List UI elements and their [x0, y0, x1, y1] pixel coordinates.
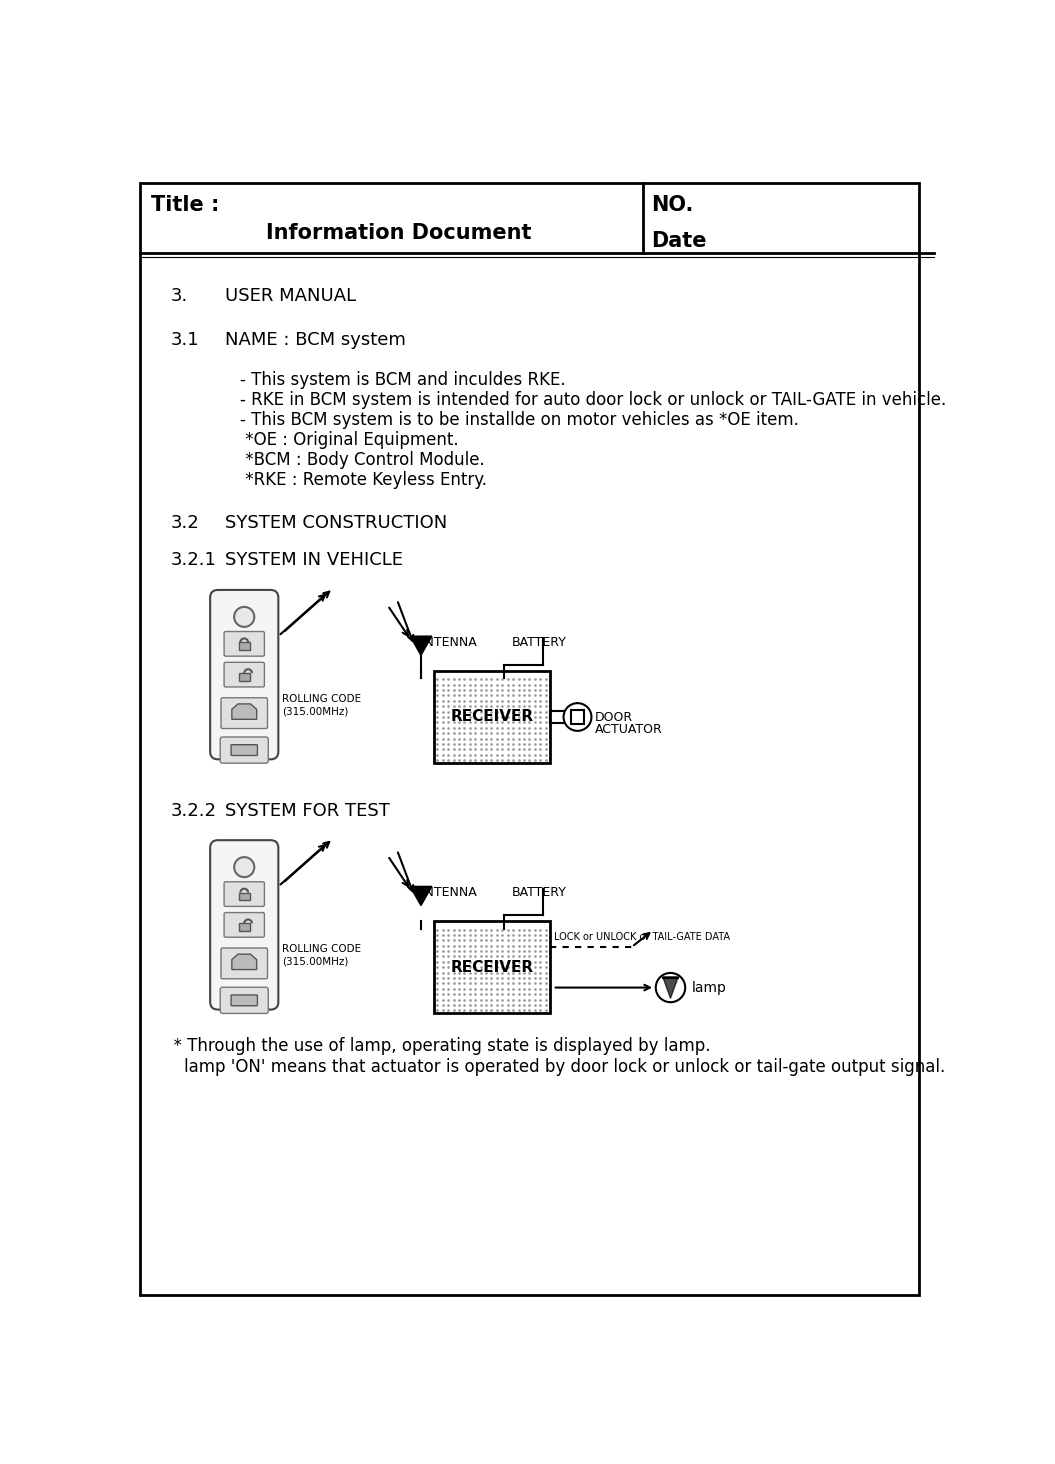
Text: (315.00MHz): (315.00MHz) — [283, 706, 348, 716]
Text: (315.00MHz): (315.00MHz) — [283, 956, 348, 966]
Text: *OE : Original Equipment.: *OE : Original Equipment. — [241, 432, 459, 449]
Polygon shape — [663, 976, 678, 998]
Circle shape — [656, 974, 686, 1003]
Text: BATTERY: BATTERY — [512, 886, 567, 899]
Polygon shape — [232, 955, 256, 969]
Polygon shape — [410, 637, 431, 656]
Text: 3.1: 3.1 — [171, 331, 199, 350]
Circle shape — [234, 608, 254, 627]
Text: lamp: lamp — [691, 981, 726, 994]
Text: ANTENNA: ANTENNA — [417, 637, 478, 649]
FancyBboxPatch shape — [220, 698, 268, 729]
Text: - This system is BCM and inculdes RKE.: - This system is BCM and inculdes RKE. — [241, 372, 565, 389]
Text: - This BCM system is to be installde on motor vehicles as *OE item.: - This BCM system is to be installde on … — [241, 411, 800, 429]
Text: NAME : BCM system: NAME : BCM system — [225, 331, 406, 350]
FancyBboxPatch shape — [220, 949, 268, 979]
FancyBboxPatch shape — [224, 662, 265, 687]
Text: ANTENNA: ANTENNA — [417, 886, 478, 899]
FancyBboxPatch shape — [231, 996, 257, 1006]
FancyBboxPatch shape — [231, 745, 257, 755]
Circle shape — [563, 703, 592, 731]
Text: Date: Date — [651, 231, 707, 252]
Text: ROLLING CODE: ROLLING CODE — [283, 694, 362, 704]
Bar — [238, 893, 250, 900]
Bar — [571, 710, 584, 723]
Bar — [434, 671, 551, 763]
Text: RECEIVER: RECEIVER — [450, 710, 534, 725]
Text: *BCM : Body Control Module.: *BCM : Body Control Module. — [241, 451, 485, 470]
Polygon shape — [232, 704, 256, 719]
Text: 3.2.1: 3.2.1 — [171, 552, 216, 569]
Text: SYSTEM FOR TEST: SYSTEM FOR TEST — [225, 802, 389, 820]
Bar — [238, 924, 250, 931]
Text: * Through the use of lamp, operating state is displayed by lamp.: * Through the use of lamp, operating sta… — [162, 1037, 710, 1054]
Text: ROLLING CODE: ROLLING CODE — [283, 944, 362, 955]
FancyBboxPatch shape — [220, 987, 268, 1013]
FancyBboxPatch shape — [220, 736, 268, 763]
Text: *RKE : Remote Keyless Entry.: *RKE : Remote Keyless Entry. — [241, 471, 487, 489]
Text: USER MANUAL: USER MANUAL — [225, 287, 356, 305]
FancyBboxPatch shape — [224, 881, 265, 906]
FancyBboxPatch shape — [224, 912, 265, 937]
Text: ACTUATOR: ACTUATOR — [595, 723, 663, 736]
FancyBboxPatch shape — [224, 631, 265, 656]
Text: SYSTEM CONSTRUCTION: SYSTEM CONSTRUCTION — [225, 514, 447, 533]
Polygon shape — [410, 886, 431, 906]
Text: - RKE in BCM system is intended for auto door lock or unlock or TAIL-GATE in veh: - RKE in BCM system is intended for auto… — [241, 391, 946, 410]
FancyBboxPatch shape — [210, 840, 279, 1010]
Text: 3.2.2: 3.2.2 — [171, 802, 216, 820]
Bar — [238, 673, 250, 681]
Text: SYSTEM IN VEHICLE: SYSTEM IN VEHICLE — [225, 552, 403, 569]
Text: Information Document: Information Document — [267, 224, 532, 243]
Text: DOOR: DOOR — [595, 712, 633, 723]
FancyBboxPatch shape — [210, 590, 279, 760]
Text: 3.2: 3.2 — [171, 514, 199, 533]
Text: LOCK or UNLOCK or TAIL-GATE DATA: LOCK or UNLOCK or TAIL-GATE DATA — [554, 933, 730, 943]
Text: NO.: NO. — [651, 195, 693, 215]
Text: 3.: 3. — [171, 287, 188, 305]
Text: RECEIVER: RECEIVER — [450, 960, 534, 975]
Circle shape — [234, 856, 254, 877]
Text: BATTERY: BATTERY — [512, 637, 567, 649]
Text: lamp 'ON' means that actuator is operated by door lock or unlock or tail-gate ou: lamp 'ON' means that actuator is operate… — [162, 1058, 945, 1076]
Bar — [434, 921, 551, 1013]
Text: Title :: Title : — [151, 195, 219, 215]
Bar — [238, 643, 250, 650]
